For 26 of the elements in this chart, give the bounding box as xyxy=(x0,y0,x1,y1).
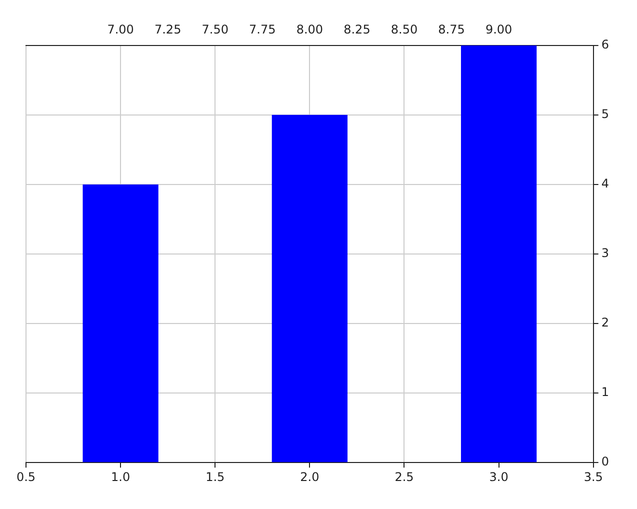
x2-tick-label: 8.00 xyxy=(296,22,324,36)
bar xyxy=(460,45,537,462)
x-tick-label: 1.0 xyxy=(111,470,130,484)
x2-tick-label: 8.75 xyxy=(438,22,465,36)
x-tick-label: 2.5 xyxy=(394,470,414,484)
x2-tick-label: 7.25 xyxy=(154,22,182,36)
x-tick-label: 1.5 xyxy=(206,470,225,484)
y-tick-label: 4 xyxy=(601,176,610,191)
x-tick-label: 0.5 xyxy=(16,470,36,484)
bar xyxy=(82,184,158,462)
y-tick-label: 0 xyxy=(601,454,610,469)
x-tick-label: 2.0 xyxy=(300,470,320,484)
x2-tick-label: 9.00 xyxy=(485,22,512,36)
y-tick-label: 3 xyxy=(601,246,610,260)
x2-tick-label: 8.25 xyxy=(344,22,370,36)
y-tick-label: 1 xyxy=(601,385,610,400)
x-tick-label: 3.0 xyxy=(489,470,508,484)
x2-tick-label: 7.00 xyxy=(107,22,134,36)
x-tick-label: 3.5 xyxy=(584,470,603,484)
bar xyxy=(272,114,348,462)
y-tick-label: 2 xyxy=(601,316,610,330)
x2-tick-label: 7.75 xyxy=(249,22,276,36)
y-tick-label: 6 xyxy=(601,38,610,52)
x2-tick-label: 7.50 xyxy=(202,22,228,36)
x2-tick-label: 8.50 xyxy=(390,22,418,36)
y-tick-label: 5 xyxy=(601,107,610,122)
